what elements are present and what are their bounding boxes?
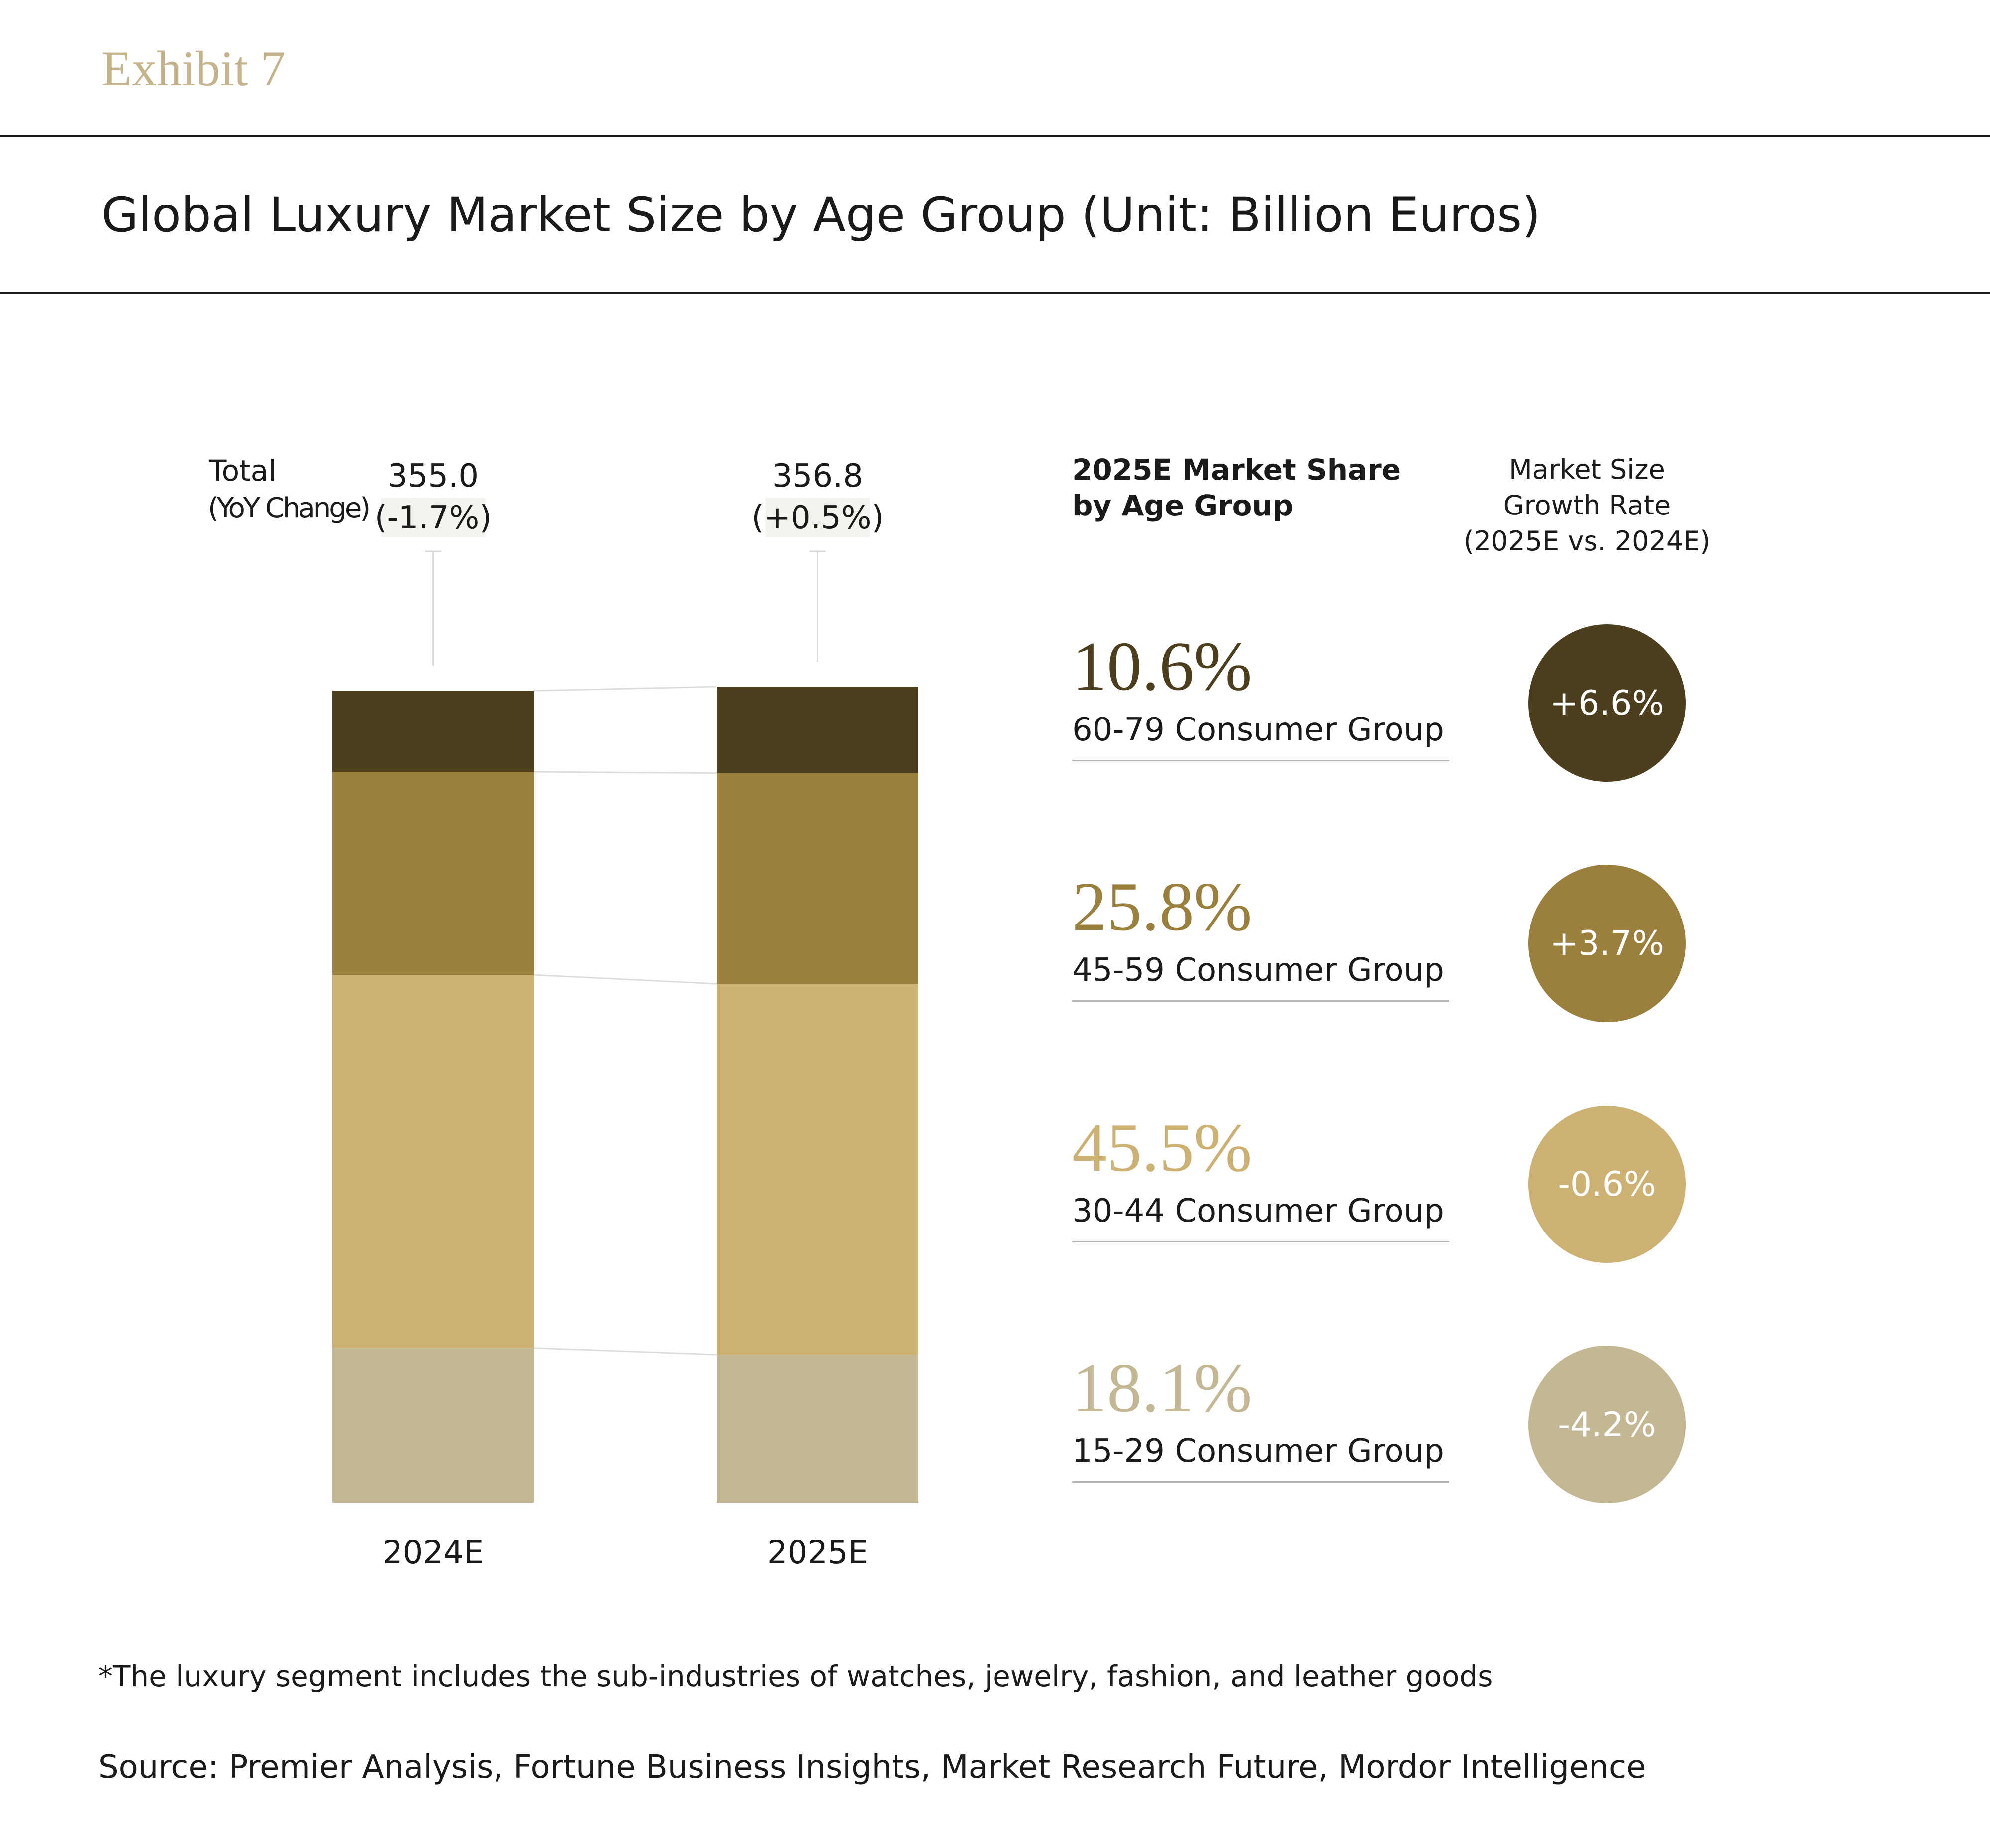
bar-segment-2025E-30-44 <box>717 984 918 1355</box>
share-divider <box>1072 760 1449 761</box>
connector-line <box>533 771 717 774</box>
stacked-bar-chart: 2024E 355.0 (-1.7%) 2025E 356.8 (+0.5%) Total (… <box>208 454 918 1571</box>
title-rule <box>0 292 1990 294</box>
yoy-change: (+0.5%) <box>751 500 884 536</box>
share-divider <box>1072 1481 1449 1483</box>
yoy-change: (-1.7%) <box>375 500 492 536</box>
bar-segment-2024E-30-44 <box>332 975 534 1348</box>
total-label-bg <box>765 498 870 537</box>
growth-header: Market Size Growth Rate (2025E vs. 2024E… <box>1443 452 1731 559</box>
yoy-axis-label: (YoY Change) <box>208 492 369 524</box>
share-label: 60-79 Consumer Group <box>1072 712 1444 748</box>
footnote: *The luxury segment includes the sub-ind… <box>99 1659 1493 1693</box>
growth-circle-15-29: -4.2% <box>1528 1346 1686 1503</box>
share-group-30-44: 45.5% 30-44 Consumer Group <box>1072 1111 1450 1270</box>
bar-segment-2024E-15-29 <box>332 1348 534 1503</box>
x-tick-label: 2025E <box>767 1535 868 1571</box>
share-label: 15-29 Consumer Group <box>1072 1433 1444 1470</box>
total-value: 355.0 <box>388 458 479 495</box>
share-value: 45.5% <box>1072 1109 1252 1186</box>
exhibit-label: Exhibit 7 <box>101 41 286 96</box>
total-label-bg <box>381 498 486 537</box>
share-header-line1: 2025E Market Share <box>1072 453 1401 487</box>
growth-header-line1: Market Size <box>1509 454 1665 485</box>
bar-segment-2025E-60-79 <box>717 687 918 773</box>
bar-segment-2025E-45-59 <box>717 773 918 984</box>
chart-title: Global Luxury Market Size by Age Group (… <box>101 187 1541 243</box>
connector-line <box>533 974 717 985</box>
share-group-15-29: 18.1% 15-29 Consumer Group <box>1072 1351 1450 1510</box>
share-divider <box>1072 1241 1449 1242</box>
growth-circle-45-59: +3.7% <box>1528 865 1686 1022</box>
top-rule <box>0 135 1990 137</box>
growth-circle-60-79: +6.6% <box>1528 624 1686 782</box>
share-label: 45-59 Consumer Group <box>1072 952 1444 989</box>
share-header-line2: by Age Group <box>1072 489 1294 522</box>
x-tick-label: 2024E <box>383 1535 484 1571</box>
growth-header-line3: (2025E vs. 2024E) <box>1463 525 1711 557</box>
growth-header-line2: Growth Rate <box>1503 490 1671 521</box>
share-value: 25.8% <box>1072 868 1252 945</box>
source-note: Source: Premier Analysis, Fortune Busine… <box>99 1749 1646 1786</box>
share-value: 18.1% <box>1072 1349 1252 1427</box>
share-label: 30-44 Consumer Group <box>1072 1193 1444 1230</box>
bar-segment-2025E-15-29 <box>717 1355 918 1503</box>
share-value: 10.6% <box>1072 628 1252 705</box>
total-value: 356.8 <box>772 458 863 495</box>
bar-segment-2024E-45-59 <box>332 771 534 975</box>
share-group-45-59: 25.8% 45-59 Consumer Group <box>1072 870 1450 1029</box>
growth-circle-30-44: -0.6% <box>1528 1106 1686 1263</box>
total-axis-label: Total <box>208 454 276 488</box>
connector-line <box>533 686 717 692</box>
share-header: 2025E Market Share by Age Group <box>1072 452 1401 523</box>
share-divider <box>1072 1000 1449 1002</box>
share-group-60-79: 10.6% 60-79 Consumer Group <box>1072 629 1450 789</box>
connector-line <box>533 1347 717 1356</box>
bar-segment-2024E-60-79 <box>332 691 534 772</box>
